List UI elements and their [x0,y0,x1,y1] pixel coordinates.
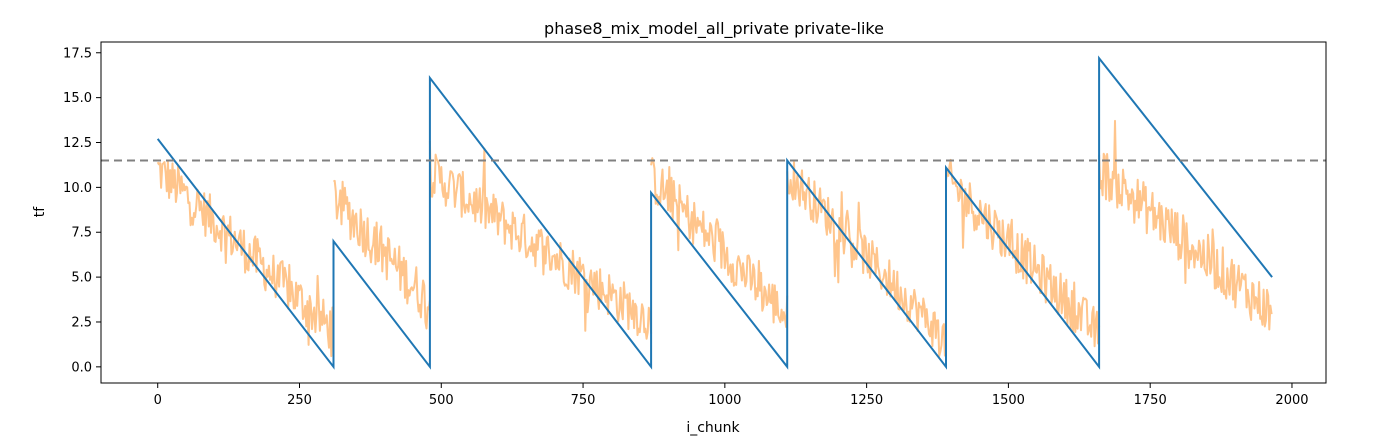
x-tick-label: 1000 [708,393,741,408]
noisy-series-line [428,140,653,340]
y-tick-label: 0.0 [71,360,92,375]
noisy-series-line [332,179,431,330]
y-tick-label: 15.0 [63,91,92,106]
noisy-series-line [1098,119,1273,331]
x-tick-label: 1250 [850,393,883,408]
x-tick-label: 2000 [1275,393,1308,408]
x-tick-label: 750 [571,393,596,408]
y-tick-label: 2.5 [71,315,92,330]
noisy-series-line [156,160,335,358]
y-axis-label: tf [32,206,48,217]
noisy-series-line [786,161,947,358]
y-tick-label: 5.0 [71,271,92,286]
sawtooth-series [156,55,1273,370]
noisy-series-line [945,158,1101,348]
x-tick-label: 1500 [992,393,1025,408]
x-tick-label: 1750 [1134,393,1167,408]
y-tick-label: 17.5 [63,46,92,61]
x-axis-label: i_chunk [686,420,740,436]
plot-area [100,41,1327,384]
x-axis: 0 250 500 750 1000 1250 1500 1750 2000 [154,383,1309,408]
y-tick-label: 12.5 [63,136,92,151]
sawtooth-series-line [156,55,1273,370]
x-tick-label: 500 [429,393,454,408]
noisy-series [156,119,1273,358]
y-tick-label: 10.0 [63,181,92,196]
chart-title: phase8_mix_model_all_private private-lik… [544,19,884,39]
x-tick-label: 250 [287,393,312,408]
y-axis: 0.0 2.5 5.0 7.5 10.0 12.5 15.0 17.5 [63,46,101,375]
y-tick-label: 7.5 [71,226,92,241]
noisy-series-line [650,157,789,328]
x-tick-label: 0 [154,393,162,408]
